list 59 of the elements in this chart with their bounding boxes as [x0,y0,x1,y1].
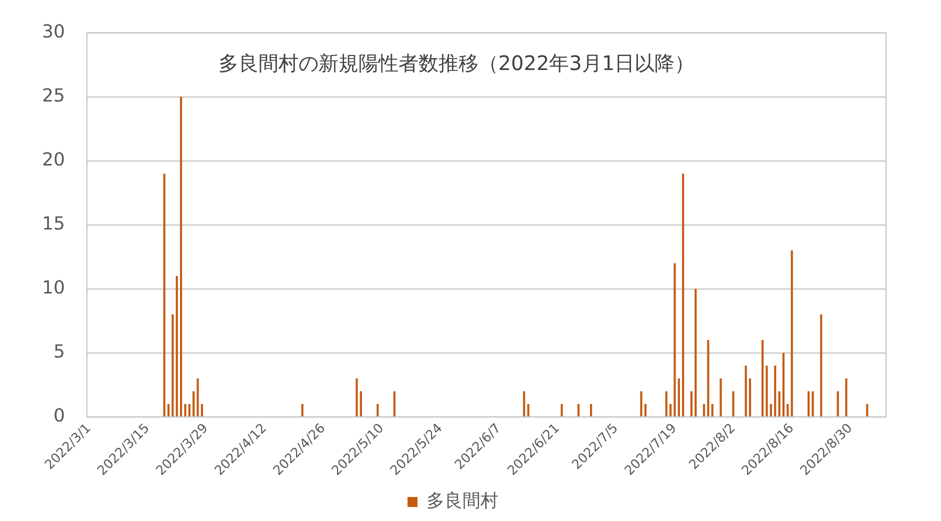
bar [356,378,358,416]
bar [184,404,186,416]
legend-label: 多良間村 [426,490,498,512]
bar [762,340,764,416]
bar [836,391,839,416]
bar [577,404,580,416]
y-tick-label: 0 [53,406,65,427]
bar [176,276,178,416]
bar [812,391,814,416]
y-tick-label: 25 [42,85,65,106]
bar [360,391,362,416]
bar [665,391,668,416]
bar [527,404,530,416]
bar [167,404,170,416]
bar [720,378,722,416]
bar [196,378,199,416]
bar [180,96,182,416]
bar [786,404,789,416]
bar [200,404,204,416]
bar [172,314,174,416]
bar [774,366,776,416]
bar [644,404,646,416]
bar [192,391,195,416]
bar [393,391,396,416]
text: 多良間村の新規陽性者数推移（2022年3月1日以降） [218,51,695,76]
y-tick-label: 5 [53,342,65,362]
bar [711,404,714,416]
bar [845,378,848,416]
bar [669,404,672,416]
bar [732,391,734,416]
bar [778,391,780,416]
bar [690,391,692,416]
bar [590,404,592,416]
bar [808,391,810,416]
bar [770,404,772,416]
bar [376,404,379,416]
bar [702,404,706,416]
y-tick-label: 15 [42,213,65,234]
bar [766,366,768,416]
bar [640,391,642,416]
bar [820,314,822,416]
bar [301,404,304,416]
y-tick-label: 30 [42,21,65,42]
bar [674,263,676,416]
bar [790,250,793,416]
y-tick-label: 10 [42,277,65,298]
bar [744,366,747,416]
bar [560,404,563,416]
bar [782,352,785,416]
bar [163,174,166,416]
bar [866,404,868,416]
bar [188,404,190,416]
bar [694,288,697,416]
y-tick-label: 20 [42,149,65,170]
bar [678,378,680,416]
bar [748,378,752,416]
bar [682,174,684,416]
bar [523,391,526,416]
bar [707,340,710,416]
